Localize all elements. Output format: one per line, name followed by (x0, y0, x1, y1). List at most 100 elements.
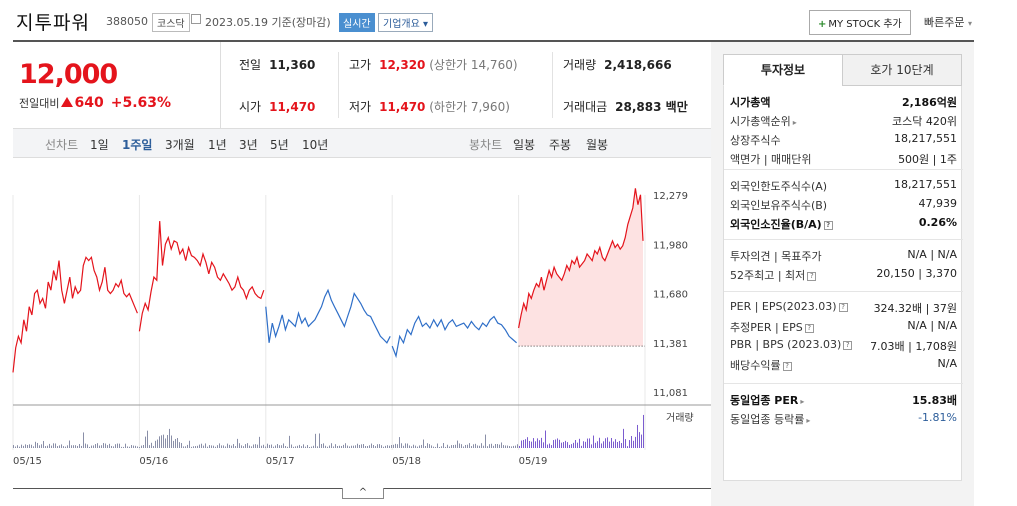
volume-bar (39, 445, 40, 448)
period-1d[interactable]: 1일 (90, 138, 109, 152)
volume-bar (417, 446, 418, 448)
volume-bar (513, 445, 514, 448)
volume-bar (237, 438, 238, 448)
volume-bar (27, 445, 28, 448)
volume-bar (603, 441, 604, 448)
volume-bar (299, 444, 300, 448)
help-icon[interactable]: ? (838, 302, 848, 312)
info-label[interactable]: 동일업종 등락률 ▸ (730, 413, 811, 426)
period-5y[interactable]: 5년 (270, 138, 289, 152)
volume-bar (491, 443, 492, 448)
volume-bar (613, 441, 614, 448)
volume-bar (409, 445, 410, 448)
help-icon[interactable]: ? (823, 220, 833, 230)
plus-icon: + (818, 19, 827, 30)
volume-bar (273, 446, 274, 448)
volume-bar (19, 446, 20, 448)
volume-bar (163, 434, 164, 448)
period-1w[interactable]: 1주일 (122, 138, 153, 152)
help-icon[interactable]: ? (782, 361, 792, 371)
volume-bar (183, 446, 184, 448)
volume-bar (415, 445, 416, 448)
volume-bar (221, 445, 222, 448)
volume-legend: 거래량 (666, 412, 694, 424)
volume-bar (585, 441, 586, 448)
volume-bar (405, 443, 406, 448)
volume-bar (87, 444, 88, 448)
volume-bar (447, 444, 448, 448)
period-10y[interactable]: 10년 (302, 138, 329, 152)
line-chart-label[interactable]: 선차트 (45, 138, 79, 152)
company-overview-dropdown[interactable]: 기업개요 ▾ (378, 13, 434, 32)
help-icon[interactable]: ? (804, 323, 814, 333)
period-1y[interactable]: 1년 (208, 138, 227, 152)
y-tick-label: 11,680 (653, 290, 688, 301)
volume-bar (323, 443, 324, 448)
volume-bar (587, 438, 588, 448)
volume-bar (497, 444, 498, 448)
candle-monthly[interactable]: 월봉 (586, 138, 609, 152)
volume-bar (599, 437, 600, 448)
info-value: N/A | N/A (907, 319, 957, 332)
volume-bar (181, 443, 182, 448)
volume-bar (141, 445, 142, 448)
volume-bar (149, 445, 150, 448)
stock-name: 지투파워 (16, 12, 90, 34)
price-chart[interactable]: 12,279 11,980 11,680 11,381 11,081 05/15 05/1… (0, 160, 711, 470)
help-icon[interactable]: ? (807, 271, 817, 281)
volume-bar (335, 444, 336, 448)
volume-bar (307, 445, 308, 448)
current-price: 12,000 (19, 59, 118, 90)
info-row: 시가총액 2,186억원 (730, 94, 957, 111)
volume-bar (457, 440, 458, 448)
info-value: 15.83배 (912, 394, 957, 407)
volume-bar (621, 443, 622, 448)
candle-daily[interactable]: 일봉 (513, 138, 536, 152)
volume-bar (363, 444, 364, 448)
realtime-button[interactable]: 실시간 (339, 13, 375, 32)
info-label[interactable]: 시가총액순위 ▸ (730, 115, 797, 128)
volume-bar (83, 432, 84, 448)
my-stock-add-button[interactable]: + MY STOCK 추가 (809, 10, 911, 35)
collapse-chart-button[interactable]: ^ (342, 488, 384, 499)
volume-bar (571, 444, 572, 448)
candle-weekly[interactable]: 주봉 (549, 138, 572, 152)
volume-bar (219, 443, 220, 448)
volume-bar (23, 445, 24, 448)
period-3m[interactable]: 3개월 (165, 138, 195, 152)
volume-bar (103, 443, 104, 448)
info-label: 배당수익률? (730, 357, 792, 373)
volume-bar (215, 446, 216, 448)
volume-bar (17, 445, 18, 448)
volume-bar (119, 443, 120, 448)
volume-bar (391, 445, 392, 448)
candle-chart-label[interactable]: 봉차트 (469, 138, 503, 152)
info-label[interactable]: 동일업종 PER ▸ (730, 394, 805, 407)
volume-bar (389, 445, 390, 448)
high-price: 고가 12,320 (상한가 14,760) (349, 58, 518, 72)
volume-bar (45, 446, 46, 448)
chevron-right-icon: ▸ (792, 118, 797, 127)
volume-bar (547, 444, 548, 448)
volume-bar (281, 445, 282, 448)
volume-bar (297, 445, 298, 448)
price-change: 전일대비 640 +5.63% (19, 95, 172, 111)
volume-bar (123, 446, 124, 448)
volume-bar (201, 443, 202, 448)
tab-investment-info[interactable]: 투자정보 (723, 54, 843, 86)
volume-bar (503, 445, 504, 448)
volume-bar (423, 439, 424, 448)
volume-bar (97, 443, 98, 448)
volume-bar (177, 438, 178, 448)
y-tick-label: 11,081 (653, 388, 688, 399)
info-value: 2,186억원 (901, 96, 957, 109)
volume-bar (107, 445, 108, 448)
help-icon[interactable]: ? (843, 340, 853, 350)
tab-orderbook-10[interactable]: 호가 10단계 (842, 54, 962, 86)
volume-bar (167, 435, 168, 448)
quick-order-button[interactable]: 빠른주문 ▾ (924, 16, 972, 29)
volume-bar (261, 445, 262, 448)
period-3y[interactable]: 3년 (239, 138, 258, 152)
volume-bar (173, 440, 174, 448)
volume-bar (371, 443, 372, 448)
